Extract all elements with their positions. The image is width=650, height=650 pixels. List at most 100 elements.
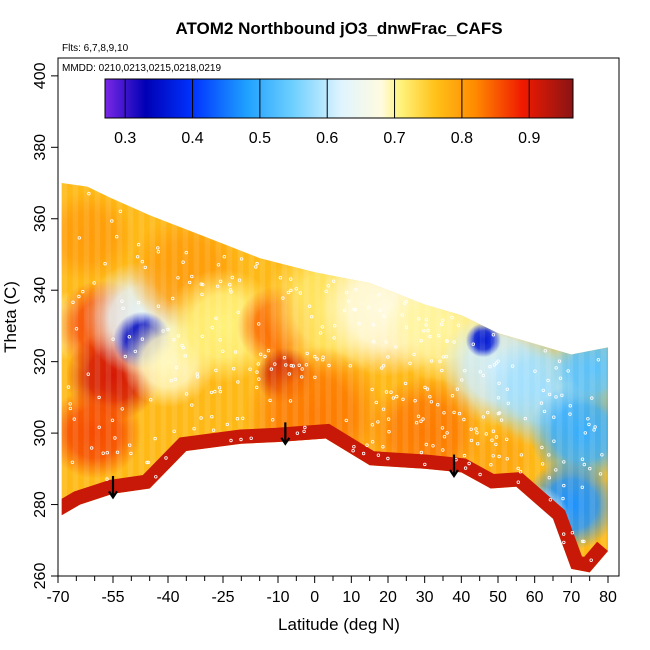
heatmap-stripe [391,183,398,573]
sample-point [460,378,464,382]
sample-point [156,304,161,308]
sample-point [72,417,76,421]
sample-point [282,356,287,360]
y-tick-label: 300 [32,420,49,447]
sample-point [218,389,222,394]
sample-point [548,392,552,397]
x-tick-label: 60 [526,589,544,606]
heatmap-stripe [182,183,189,573]
sample-point [174,365,179,370]
sample-point [105,451,109,455]
colorbar-tick-label: 0.8 [451,130,473,147]
sample-point [518,470,523,474]
x-tick-label: 80 [599,589,617,606]
sample-point [419,450,424,455]
heatmap-stripe [237,183,244,573]
sample-point [426,328,430,333]
x-tick-label: 40 [452,589,470,606]
sample-point [519,453,524,457]
sample-point [211,428,216,432]
sample-point [506,401,510,405]
sample-point [474,427,478,431]
sample-point [440,426,445,430]
heatmap-stripe [501,183,508,573]
sample-point [313,354,317,359]
sample-point [366,305,371,310]
sample-point [600,453,604,457]
sample-point [173,377,177,381]
sample-point [437,333,441,338]
sample-point [266,348,271,353]
sample-point [444,354,448,359]
sample-point [523,416,527,421]
sample-point [222,255,226,259]
heatmap-cell [529,381,608,485]
sample-point [533,369,537,373]
x-tick-label: 70 [562,589,580,606]
sample-point [300,375,304,379]
sample-point [484,432,488,436]
sample-point [214,316,218,320]
sample-point [295,431,300,435]
sample-point [540,445,544,450]
heatmap-stripe [127,183,134,573]
sample-point [110,219,114,223]
sample-point [342,308,347,313]
sample-point [97,425,101,429]
sample-point [486,410,490,415]
sample-point [440,322,444,326]
sample-point [89,446,94,450]
sample-point [391,396,396,400]
sample-point [154,475,158,479]
sample-point [445,339,449,343]
sample-point [140,337,145,341]
sample-point [494,435,499,439]
sample-point [298,291,302,295]
sample-point [68,406,73,411]
sample-point [568,412,572,416]
down-arrow-icon [280,422,291,446]
sample-point [389,390,393,394]
sample-point [120,299,124,303]
y-tick-label: 280 [32,491,49,518]
sample-point [419,419,423,423]
sample-point [505,457,509,461]
y-tick-label: 360 [32,205,49,232]
sample-point [348,364,352,368]
sample-point [248,367,252,371]
sample-point [552,439,556,443]
sample-point [494,442,498,447]
sample-point [183,354,187,358]
sample-point [395,394,399,399]
sample-point [310,315,314,319]
sample-point [419,339,423,343]
sample-point [492,363,497,367]
sample-point [214,368,218,372]
sample-point [190,403,194,407]
sample-point [586,417,590,421]
x-tick-label: 30 [416,589,434,606]
sample-point [148,398,153,402]
x-tick-label: -70 [46,589,69,606]
heatmap-stripe [468,183,475,573]
sample-point [333,324,337,328]
sample-point [289,363,293,368]
sample-point [424,323,428,327]
sample-point [121,306,125,310]
sample-point [496,396,501,400]
sample-point [441,448,445,452]
heatmap-stripe [204,183,211,573]
sample-point [590,396,594,400]
sample-point [268,398,272,403]
sample-point [440,368,444,373]
sample-point [239,437,243,442]
sample-point [554,395,558,399]
sample-point [561,496,565,501]
sample-point [255,385,259,390]
colorbar-gradient [104,78,574,119]
sample-point [562,540,566,545]
sample-point [255,261,259,266]
sample-point [491,454,495,458]
sample-point [156,250,161,254]
sample-points [66,191,604,562]
